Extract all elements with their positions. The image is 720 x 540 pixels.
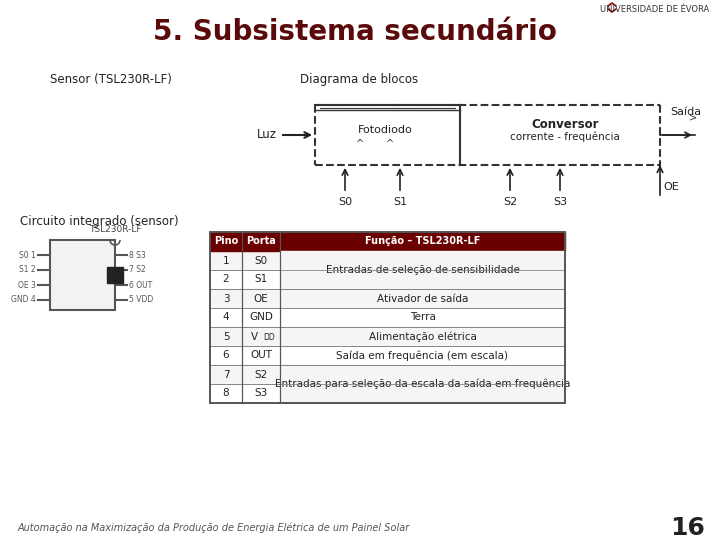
Text: DD: DD bbox=[263, 334, 275, 342]
Bar bbox=[210, 289, 565, 308]
Text: ^: ^ bbox=[356, 139, 364, 149]
Text: 4: 4 bbox=[222, 313, 229, 322]
Text: 6: 6 bbox=[222, 350, 229, 361]
Text: S1 2: S1 2 bbox=[19, 266, 36, 274]
Text: Saída em frequência (em escala): Saída em frequência (em escala) bbox=[336, 350, 508, 361]
Bar bbox=[210, 232, 565, 403]
Text: Entradas de seleção de sensibilidade: Entradas de seleção de sensibilidade bbox=[325, 265, 519, 275]
Text: Automação na Maximização da Produção de Energia Elétrica de um Painel Solar: Automação na Maximização da Produção de … bbox=[18, 523, 410, 534]
Bar bbox=[280, 365, 565, 403]
Text: TSL230R-LF: TSL230R-LF bbox=[89, 226, 141, 234]
Text: Saída: Saída bbox=[670, 107, 701, 117]
Bar bbox=[210, 308, 565, 327]
Text: S0: S0 bbox=[254, 255, 268, 266]
Bar bbox=[107, 267, 123, 283]
Text: S2: S2 bbox=[503, 197, 517, 207]
Text: 5. Subsistema secundário: 5. Subsistema secundário bbox=[153, 18, 557, 46]
Text: Função – TSL230R-LF: Função – TSL230R-LF bbox=[365, 237, 480, 246]
Text: 5: 5 bbox=[222, 332, 229, 341]
Text: 5 VDD: 5 VDD bbox=[129, 295, 153, 305]
Text: Sensor (TSL230R-LF): Sensor (TSL230R-LF) bbox=[50, 73, 172, 86]
Text: Ativador de saída: Ativador de saída bbox=[377, 294, 468, 303]
Text: OE: OE bbox=[663, 182, 679, 192]
Text: Pino: Pino bbox=[214, 237, 238, 246]
Text: ^: ^ bbox=[386, 139, 394, 149]
Text: V: V bbox=[251, 332, 258, 341]
Text: S0: S0 bbox=[338, 197, 352, 207]
Text: 6 OUT: 6 OUT bbox=[129, 280, 152, 289]
Text: 1: 1 bbox=[222, 255, 229, 266]
Bar bbox=[210, 365, 565, 384]
Text: Conversor: Conversor bbox=[531, 118, 599, 132]
Text: Fotodiodo: Fotodiodo bbox=[358, 125, 413, 135]
Text: OUT: OUT bbox=[250, 350, 272, 361]
Text: OE 3: OE 3 bbox=[18, 280, 36, 289]
Text: Circuito integrado (sensor): Circuito integrado (sensor) bbox=[20, 215, 179, 228]
Text: Porta: Porta bbox=[246, 237, 276, 246]
Bar bbox=[210, 270, 565, 289]
Text: Alimentação elétrica: Alimentação elétrica bbox=[369, 331, 477, 342]
Text: Diagrama de blocos: Diagrama de blocos bbox=[300, 73, 418, 86]
Text: 8 S3: 8 S3 bbox=[129, 251, 145, 260]
Bar bbox=[210, 232, 565, 403]
Text: Entradas para seleção da escala da saída em frequência: Entradas para seleção da escala da saída… bbox=[275, 379, 570, 389]
Text: S0 1: S0 1 bbox=[19, 251, 36, 260]
Bar bbox=[210, 346, 565, 365]
Text: S1: S1 bbox=[254, 274, 268, 285]
Text: UNIVERSIDADE DE ÉVORA: UNIVERSIDADE DE ÉVORA bbox=[600, 5, 710, 15]
Bar bbox=[50, 240, 115, 310]
Text: 7: 7 bbox=[222, 369, 229, 380]
Text: corrente - frequência: corrente - frequência bbox=[510, 132, 620, 142]
Text: 8: 8 bbox=[222, 388, 229, 399]
Text: >: > bbox=[689, 113, 697, 123]
Bar bbox=[210, 384, 565, 403]
Text: 7 S2: 7 S2 bbox=[129, 266, 145, 274]
Text: S3: S3 bbox=[553, 197, 567, 207]
Text: S1: S1 bbox=[393, 197, 407, 207]
Bar bbox=[280, 251, 565, 289]
Text: GND 4: GND 4 bbox=[12, 295, 36, 305]
Bar bbox=[210, 232, 565, 251]
Bar bbox=[210, 327, 565, 346]
Text: 2: 2 bbox=[222, 274, 229, 285]
Bar bbox=[210, 251, 565, 270]
Text: OE: OE bbox=[253, 294, 269, 303]
Text: S2: S2 bbox=[254, 369, 268, 380]
Text: 3: 3 bbox=[222, 294, 229, 303]
Text: GND: GND bbox=[249, 313, 273, 322]
Text: S3: S3 bbox=[254, 388, 268, 399]
Text: Terra: Terra bbox=[410, 313, 436, 322]
Text: 16: 16 bbox=[670, 516, 705, 540]
Text: Luz: Luz bbox=[257, 129, 277, 141]
